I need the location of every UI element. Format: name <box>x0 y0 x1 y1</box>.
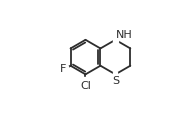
Bar <box>113 38 118 43</box>
Text: S: S <box>112 75 119 85</box>
Text: Cl: Cl <box>80 80 91 90</box>
Bar <box>65 67 68 70</box>
Bar <box>113 73 117 77</box>
Text: F: F <box>60 64 66 74</box>
Text: NH: NH <box>116 30 133 40</box>
Bar <box>83 78 88 81</box>
